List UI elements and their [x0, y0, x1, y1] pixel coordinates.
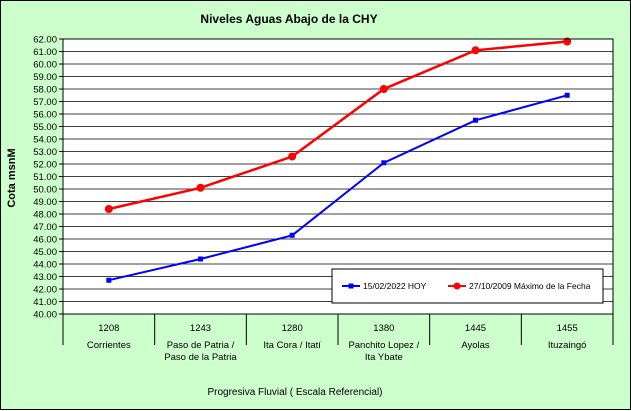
- y-axis-title: Cota msnM: [6, 148, 18, 207]
- y-tick-label: 52.00: [33, 160, 57, 171]
- data-point-marker: [564, 92, 570, 98]
- x-category-name: Ita Ybate: [365, 352, 403, 363]
- y-tick-label: 61.00: [33, 47, 57, 58]
- x-category-name: Paso de Patria /: [167, 340, 235, 351]
- x-category-name: Paso de la Patria: [164, 352, 237, 363]
- y-tick-label: 57.00: [33, 97, 57, 108]
- x-category-name: Corrientes: [87, 340, 131, 351]
- x-category-code: 1455: [557, 323, 578, 334]
- data-point-marker: [288, 152, 297, 161]
- chart-title: Niveles Aguas Abajo de la CHY: [200, 12, 377, 26]
- y-tick-label: 46.00: [33, 235, 57, 246]
- data-point-marker: [471, 46, 480, 55]
- y-tick-label: 53.00: [33, 147, 57, 158]
- y-tick-label: 48.00: [33, 210, 57, 221]
- y-tick-label: 55.00: [33, 122, 57, 133]
- y-tick-label: 40.00: [33, 310, 57, 321]
- series-line-1: [108, 40, 568, 211]
- y-tick-label: 54.00: [33, 135, 57, 146]
- x-category-code: 1243: [190, 323, 211, 334]
- data-point-marker: [104, 205, 113, 213]
- data-point-marker: [381, 160, 387, 166]
- y-tick-label: 41.00: [33, 297, 57, 308]
- y-tick-label: 62.00: [33, 35, 57, 46]
- x-category-name: Ayolas: [461, 340, 490, 351]
- y-tick-label: 47.00: [33, 222, 57, 233]
- data-point-marker: [198, 256, 203, 262]
- x-category-name: Panchito Lopez /: [348, 340, 419, 351]
- y-tick-label: 43.00: [33, 272, 57, 283]
- data-point-marker: [379, 85, 388, 93]
- series-line-0: [108, 94, 568, 282]
- y-tick-label: 42.00: [33, 285, 57, 296]
- x-category-name: Ituzaingó: [548, 340, 587, 351]
- y-tick-label: 49.00: [33, 197, 57, 208]
- x-axis-title: Progresiva Fluvial ( Escala Referencial): [207, 387, 382, 398]
- data-point-marker: [473, 117, 478, 123]
- data-point-marker: [106, 277, 112, 283]
- x-category-code: 1280: [282, 323, 303, 334]
- y-tick-label: 56.00: [33, 110, 57, 121]
- y-tick-label: 60.00: [33, 60, 57, 71]
- legend-label: 15/02/2022 HOY: [363, 281, 427, 291]
- y-tick-label: 50.00: [33, 185, 57, 196]
- x-category-code: 1380: [373, 323, 394, 334]
- y-tick-label: 44.00: [33, 260, 57, 271]
- y-tick-label: 58.00: [33, 85, 57, 96]
- x-category-code: 1445: [465, 323, 486, 334]
- y-tick-label: 45.00: [33, 247, 57, 258]
- legend: 15/02/2022 HOY 27/10/2009 Máximo de la Fe…: [331, 268, 604, 304]
- data-point-marker: [289, 232, 295, 238]
- legend-marker: [453, 282, 461, 290]
- legend-box: [331, 268, 604, 304]
- legend-marker: [348, 283, 354, 289]
- data-point-marker: [196, 183, 205, 192]
- x-category-code: 1208: [98, 323, 119, 334]
- legend-label: 27/10/2009 Máximo de la Fecha: [469, 281, 591, 291]
- plot-border: [62, 38, 614, 315]
- y-tick-label: 59.00: [33, 72, 57, 83]
- x-category-name: Ita Cora / Itatí: [263, 340, 321, 351]
- y-tick-label: 51.00: [33, 172, 57, 183]
